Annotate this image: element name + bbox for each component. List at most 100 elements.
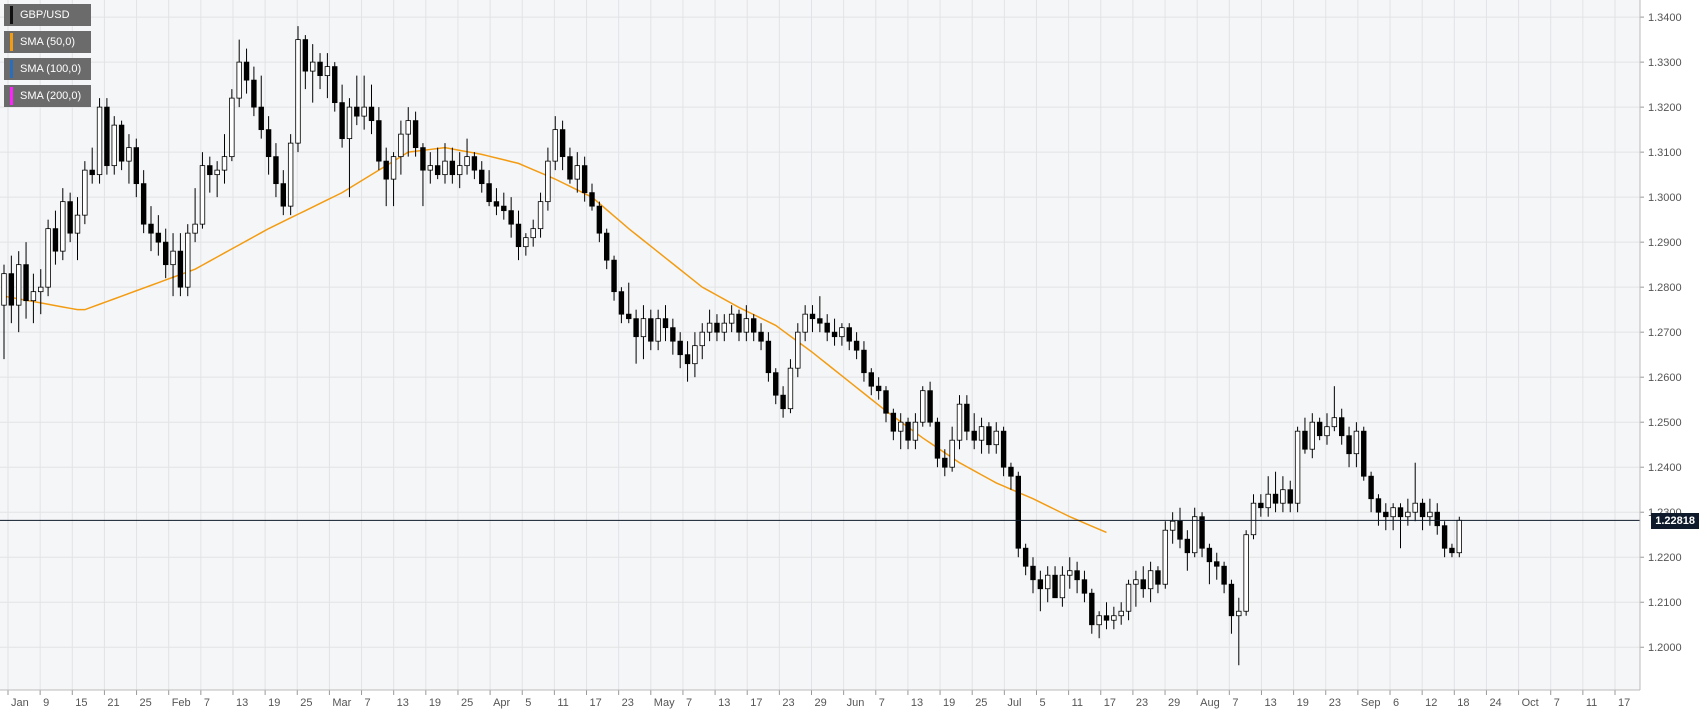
candle — [1287, 480, 1293, 513]
candle — [920, 386, 926, 427]
x-tick-label: 6 — [1393, 697, 1399, 709]
x-tick-label: 19 — [429, 697, 441, 709]
x-tick-label: Jan — [11, 697, 29, 709]
legend-item-sma-50[interactable]: SMA (50,0) — [4, 31, 92, 53]
candle — [574, 152, 580, 193]
candle — [751, 314, 757, 342]
candle — [684, 341, 691, 382]
candle — [596, 201, 603, 243]
candle — [861, 341, 867, 382]
current-price-tag: 1.22818 — [1651, 513, 1699, 529]
x-tick-label: 13 — [397, 697, 409, 709]
x-tick-label: 7 — [879, 697, 885, 709]
legend-item-sma-200[interactable]: SMA (200,0) — [4, 85, 92, 107]
candle — [1022, 543, 1029, 576]
candle — [648, 309, 654, 351]
x-tick-label: 19 — [943, 697, 955, 709]
candle — [1390, 503, 1396, 531]
candle — [412, 111, 419, 157]
candle — [229, 89, 235, 162]
candle — [780, 386, 786, 418]
x-tick-label: 13 — [911, 697, 923, 709]
candle — [949, 426, 955, 472]
y-tick-label: 1.2600 — [1648, 372, 1682, 384]
y-tick-label: 1.2200 — [1648, 552, 1682, 564]
x-axis: Jan 9 15 21 25 Feb 7 13 19 25 Mar 7 13 19 25 Apr 5 11 17 23… — [0, 689, 1640, 709]
candle — [515, 210, 522, 261]
candle — [1383, 503, 1389, 531]
candle — [38, 269, 44, 315]
x-tick-label: 23 — [782, 697, 794, 709]
candle — [1030, 557, 1036, 594]
candle — [581, 156, 588, 202]
plot-background — [0, 0, 1640, 690]
candle — [890, 408, 897, 441]
candle — [1339, 408, 1345, 445]
candle — [971, 413, 977, 450]
candle — [1405, 498, 1411, 526]
candle — [15, 251, 22, 333]
candle — [1272, 471, 1279, 513]
legend-item-gbpusd[interactable]: GBP/USD — [4, 4, 92, 26]
candle — [839, 323, 845, 346]
candle — [339, 84, 345, 148]
candle — [273, 143, 279, 198]
candle — [883, 386, 889, 423]
legend-swatch — [10, 6, 13, 24]
legend-item-sma-100[interactable]: SMA (100,0) — [4, 58, 92, 80]
candle — [471, 152, 478, 180]
candle — [912, 413, 919, 450]
candle — [126, 134, 132, 184]
candle — [956, 395, 963, 450]
candle — [1449, 543, 1455, 558]
y-tick-label: 1.2100 — [1648, 597, 1682, 609]
legend-swatch — [10, 60, 13, 78]
candle — [1221, 561, 1227, 594]
candle — [611, 255, 617, 301]
candle — [82, 161, 88, 225]
candle — [52, 210, 59, 265]
candle — [640, 305, 647, 360]
candle — [1103, 602, 1110, 630]
x-tick-label: 13 — [236, 697, 248, 709]
candle — [706, 309, 713, 342]
candle — [964, 395, 970, 441]
candle — [875, 377, 882, 400]
x-tick-label: 23 — [1329, 697, 1341, 709]
candle — [486, 170, 492, 207]
candle — [802, 305, 808, 342]
candle — [692, 332, 698, 378]
candle — [199, 152, 206, 229]
candle — [23, 242, 29, 319]
x-tick-label: 5 — [525, 697, 531, 709]
candle — [45, 219, 51, 297]
candle — [8, 255, 15, 324]
x-tick-label: 25 — [300, 697, 312, 709]
x-tick-label: 18 — [1457, 697, 1469, 709]
candle — [214, 161, 220, 198]
candle — [104, 98, 110, 175]
candle — [346, 98, 353, 198]
candle — [493, 188, 500, 216]
x-tick-label: 13 — [1264, 697, 1276, 709]
candle — [846, 323, 852, 351]
candle — [479, 161, 485, 193]
candle — [853, 332, 860, 360]
candle — [1265, 476, 1271, 517]
candle — [1089, 588, 1095, 634]
candle — [1111, 606, 1117, 630]
y-tick-label: 1.2800 — [1648, 282, 1682, 294]
candle — [1236, 597, 1242, 666]
candle — [287, 134, 294, 216]
x-tick-label: 24 — [1489, 697, 1501, 709]
x-tick-label: 25 — [140, 697, 152, 709]
candle — [376, 107, 382, 171]
candle — [221, 134, 228, 184]
candle — [251, 66, 257, 117]
candle — [317, 53, 323, 90]
candle — [1184, 530, 1191, 571]
candle — [170, 233, 176, 297]
candle — [604, 228, 610, 270]
candle — [1331, 386, 1338, 432]
x-tick-label: 13 — [718, 697, 730, 709]
